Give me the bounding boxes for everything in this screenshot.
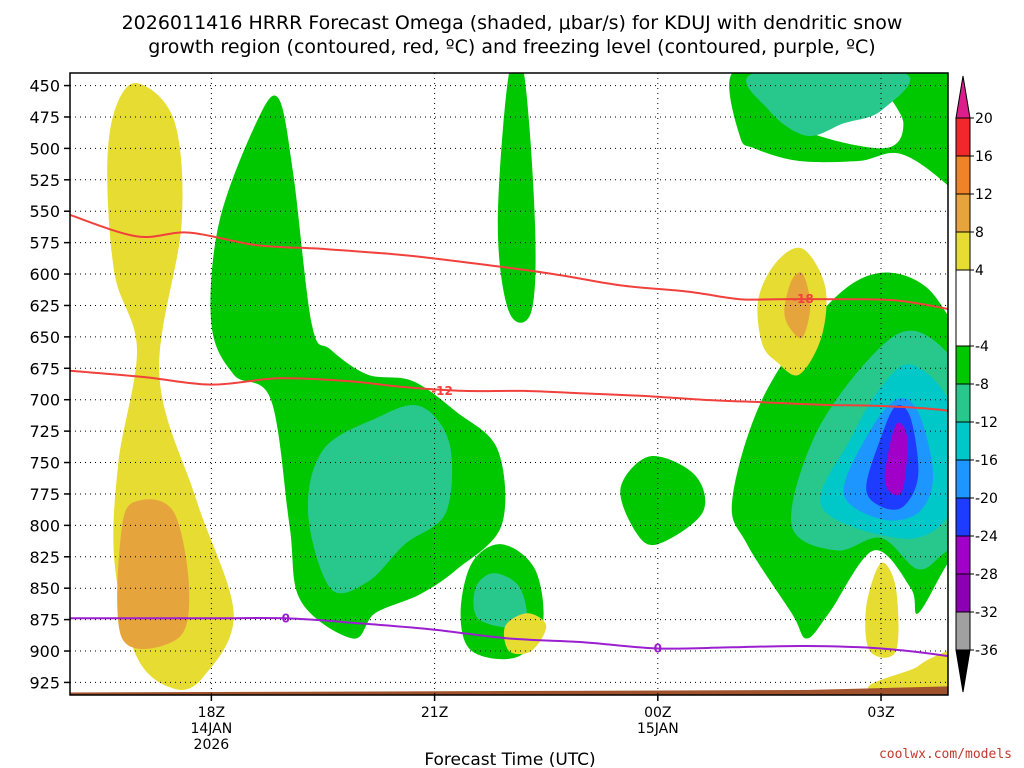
colorbar-label-8: 8 — [975, 225, 984, 241]
x-tick-label-03Z-0: 03Z — [867, 705, 894, 721]
x-tick-label-00Z-0: 00Z — [644, 705, 671, 721]
colorbar-band-4 — [955, 269, 971, 347]
chart-title-line-2: growth region (contoured, red, ºC) and f… — [148, 36, 875, 58]
colorbar-band-0 — [955, 117, 971, 157]
contour-lines: -18 -12 0 0 — [70, 214, 948, 658]
x-axis: 18Z14JAN202621Z00Z15JAN03Z06Z09Z — [190, 695, 895, 753]
chart-title-line-1: 2026011416 HRRR Forecast Omega (shaded, … — [122, 12, 903, 34]
y-tick-label-700: 700 — [29, 391, 60, 410]
colorbar-label-20: 20 — [975, 111, 993, 127]
freezing-level-0-label: 0 — [282, 611, 290, 625]
colorbar-band-10 — [955, 535, 971, 575]
colorbar-label--28: -28 — [975, 567, 998, 583]
colorbar-band-6 — [955, 383, 971, 423]
omega-region-upward-small-yellow-mid — [503, 613, 547, 655]
colorbar-band-9 — [955, 497, 971, 537]
y-tick-label-625: 625 — [29, 296, 60, 315]
colorbar-label--36: -36 — [975, 643, 998, 659]
omega-region-upward-yellow-bottom-right — [868, 650, 948, 695]
omega-region-omega-teal-left — [307, 404, 453, 594]
y-axis: 450 475 500 525 550 575 600 625 650 675 700 725 750 7… — [29, 77, 70, 692]
y-tick-label-925: 925 — [29, 673, 60, 692]
omega-region-omega-teal-top-right — [746, 73, 911, 137]
colorbar: 20 16 12 8 4 -4 -8 -12 -16 -20 -24 -28 -32 -36 — [955, 75, 998, 693]
colorbar-label--16: -16 — [975, 453, 998, 469]
omega-region-omega-teal-blob-low — [473, 573, 528, 629]
y-tick-label-900: 900 — [29, 642, 60, 661]
y-tick-label-750: 750 — [29, 454, 60, 473]
colorbar-label--32: -32 — [975, 605, 998, 621]
terrain-ground — [70, 686, 948, 695]
dendritic--18-contour — [70, 214, 948, 311]
freezing-level-1-label: 0 — [654, 642, 662, 656]
plot-frame — [69, 72, 949, 696]
colorbar-label--12: -12 — [975, 415, 998, 431]
x-tick-label-00Z-1: 15JAN — [637, 721, 679, 737]
y-tick-label-500: 500 — [29, 139, 60, 158]
y-tick-label-525: 525 — [29, 171, 60, 190]
y-tick-label-450: 450 — [29, 77, 60, 96]
colorbar-label-12: 12 — [975, 187, 993, 203]
y-tick-label-775: 775 — [29, 485, 60, 504]
y-tick-label-875: 875 — [29, 611, 60, 630]
colorbar-band-5 — [955, 345, 971, 385]
omega-region-omega-green-small-blob — [620, 456, 706, 546]
colorbar-label-16: 16 — [975, 149, 993, 165]
y-tick-label-850: 850 — [29, 579, 60, 598]
colorbar-band-3 — [955, 231, 971, 271]
colorbar-band-12 — [955, 611, 971, 651]
colorbar-band-1 — [955, 155, 971, 195]
colorbar-top-arrow — [955, 75, 971, 119]
y-tick-label-825: 825 — [29, 548, 60, 567]
y-tick-label-475: 475 — [29, 108, 60, 127]
y-tick-label-725: 725 — [29, 422, 60, 441]
y-tick-label-575: 575 — [29, 234, 60, 253]
credit-text: coolwx.com/models — [879, 747, 1012, 762]
y-tick-label-650: 650 — [29, 328, 60, 347]
colorbar-band-2 — [955, 193, 971, 233]
colorbar-band-7 — [955, 421, 971, 461]
colorbar-label-4: 4 — [975, 263, 984, 279]
omega-region-omega-green-narrow-top — [497, 73, 536, 323]
x-axis-title: Forecast Time (UTC) — [424, 750, 595, 768]
freezing-level-contour — [70, 616, 948, 658]
x-tick-label-21Z-0: 21Z — [421, 705, 448, 721]
colorbar-label--4: -4 — [975, 339, 989, 355]
colorbar-band-11 — [955, 573, 971, 613]
omega-region-upward-orange-mid-top — [784, 272, 811, 339]
x-tick-label-18Z-2: 2026 — [194, 737, 230, 753]
x-tick-label-18Z-0: 18Z — [198, 705, 225, 721]
colorbar-band-8 — [955, 459, 971, 499]
y-tick-label-800: 800 — [29, 516, 60, 535]
omega-region-omega-purple-core — [884, 422, 908, 496]
omega-region-upward-far-left-orange — [117, 499, 190, 650]
dendritic--18-label: -18 — [792, 292, 814, 306]
y-tick-label-675: 675 — [29, 359, 60, 378]
x-tick-label-18Z-1: 14JAN — [190, 721, 232, 737]
omega-region-upward-yellow-small — [865, 562, 899, 658]
colorbar-label--24: -24 — [975, 529, 998, 545]
dendritic--12-label: -12 — [431, 384, 453, 398]
dendritic--12-contour — [70, 369, 948, 412]
colorbar-label--20: -20 — [975, 491, 998, 507]
y-tick-label-550: 550 — [29, 202, 60, 221]
colorbar-bottom-arrow — [955, 649, 971, 693]
y-tick-label-600: 600 — [29, 265, 60, 284]
colorbar-label--8: -8 — [975, 377, 989, 393]
